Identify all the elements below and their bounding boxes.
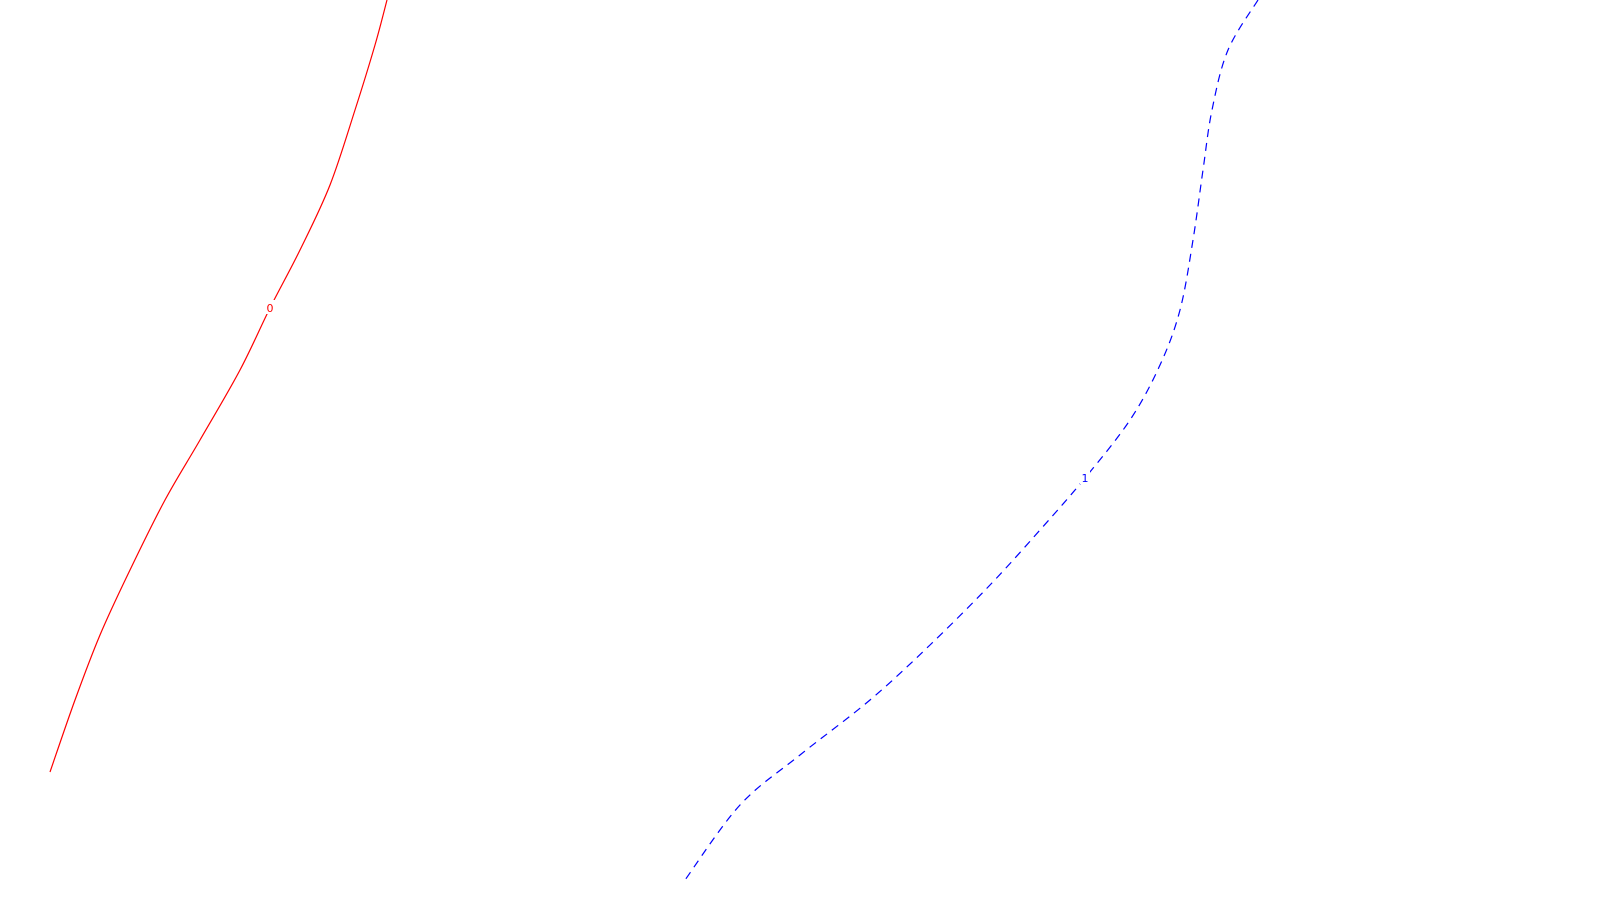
contour-labels: 01	[265, 300, 1090, 485]
contour-label-bg-1	[1080, 470, 1090, 484]
contour-line-1	[684, 0, 1259, 881]
contour-line-0	[49, 0, 388, 773]
contour-label-bg-0	[265, 300, 275, 314]
contour-label-0: 0	[267, 302, 274, 315]
contour-label-1: 1	[1082, 472, 1089, 485]
contour-lines	[49, 0, 1259, 881]
